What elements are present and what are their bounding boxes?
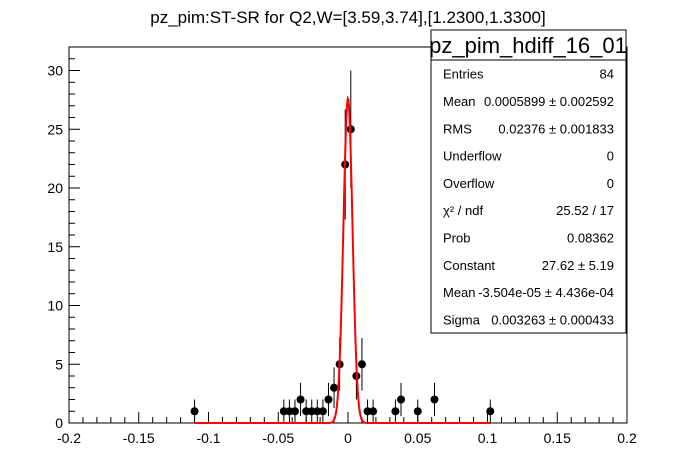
data-point — [324, 382, 333, 417]
stats-row-label: Underflow — [443, 149, 502, 164]
stats-row-value: 0.08362 — [567, 230, 614, 245]
data-point — [391, 399, 400, 423]
stats-row: RMS 0.02376 ± 0.001833 — [443, 121, 614, 136]
stats-row: Prob 0.08362 — [443, 230, 614, 245]
stats-row-label: RMS — [443, 121, 472, 136]
marker — [324, 395, 333, 404]
x-tick-label: 0 — [344, 430, 352, 446]
stats-row-value: 25.52 / 17 — [556, 203, 614, 218]
marker — [313, 407, 322, 416]
data-point — [430, 382, 439, 417]
x-tick-label: 0.2 — [617, 430, 637, 446]
stats-row-value: 27.62 ± 5.19 — [542, 258, 614, 273]
y-tick-label: 25 — [47, 121, 63, 137]
stats-row: Overflow 0 — [443, 176, 614, 191]
data-point — [357, 337, 366, 391]
data-point — [290, 399, 299, 423]
marker — [296, 395, 305, 404]
marker — [330, 383, 339, 392]
data-point — [285, 399, 294, 423]
stats-box-frame — [430, 29, 627, 334]
x-tick-label: -0.05 — [262, 430, 294, 446]
data-points — [190, 70, 495, 423]
chart-title: pz_pim:ST-SR for Q2,W=[3.59,3.74],[1.230… — [150, 8, 545, 27]
stats-row-value: 0 — [607, 176, 614, 191]
y-axis: 0 5 10 15 20 25 30 — [47, 46, 80, 431]
stats-row-label: Sigma — [443, 312, 481, 327]
data-point — [313, 399, 322, 423]
data-point — [318, 399, 327, 423]
data-point — [397, 382, 406, 417]
x-tick-label: 0.05 — [404, 430, 431, 446]
x-tick-label: -0.2 — [57, 430, 81, 446]
marker — [357, 360, 366, 369]
marker — [302, 407, 311, 416]
stats-box: pz_pim_hdiff_16_01 Entries 84 Mean 0.000589… — [429, 29, 627, 334]
marker — [363, 407, 372, 416]
data-point — [279, 399, 288, 423]
x-tick-label: -0.15 — [123, 430, 155, 446]
marker — [397, 395, 406, 404]
marker — [413, 407, 422, 416]
marker — [307, 407, 316, 416]
data-point — [302, 399, 311, 423]
stats-row-value: 0 — [607, 149, 614, 164]
marker — [369, 407, 378, 416]
marker — [486, 407, 495, 416]
data-point — [369, 399, 378, 423]
data-point — [307, 399, 316, 423]
data-point — [363, 399, 372, 423]
stats-row: Entries 84 — [443, 67, 614, 82]
stats-row-label: χ² / ndf — [443, 203, 483, 218]
data-point — [190, 399, 199, 423]
marker — [279, 407, 288, 416]
x-axis: -0.2 -0.15 -0.1 -0.05 0 0.05 0.1 0.15 0.2 — [57, 412, 637, 446]
y-tick-label: 5 — [55, 356, 63, 372]
y-tick-label: 30 — [47, 63, 63, 79]
data-point — [296, 382, 305, 417]
marker — [430, 395, 439, 404]
stats-row: Mean -3.504e-05 ± 4.436e-04 — [443, 285, 614, 300]
x-tick-label: 0.1 — [478, 430, 498, 446]
stats-row-value: 0.003263 ± 0.000433 — [491, 312, 614, 327]
stats-row-label: Constant — [443, 258, 495, 273]
marker — [290, 407, 299, 416]
y-tick-label: 15 — [47, 239, 63, 255]
gaussian-fit-curve — [194, 95, 491, 424]
data-point — [330, 367, 339, 409]
stats-row: Constant 27.62 ± 5.19 — [443, 258, 614, 273]
data-point — [486, 399, 495, 423]
marker — [318, 407, 327, 416]
stats-row: Sigma 0.003263 ± 0.000433 — [443, 312, 614, 327]
stats-row: χ² / ndf 25.52 / 17 — [443, 203, 614, 218]
marker — [190, 407, 199, 416]
stats-row-value: 0.0005899 ± 0.002592 — [484, 94, 614, 109]
y-tick-label: 10 — [47, 298, 63, 314]
stats-row-value: -3.504e-05 ± 4.436e-04 — [478, 285, 614, 300]
stats-row-value: 0.02376 ± 0.001833 — [498, 121, 614, 136]
stats-row-label: Entries — [443, 67, 484, 82]
stats-row-label: Overflow — [443, 176, 495, 191]
stats-row-label: Prob — [443, 230, 470, 245]
data-point — [413, 399, 422, 423]
y-tick-label: 0 — [55, 415, 63, 431]
marker — [391, 407, 400, 416]
stats-box-name: pz_pim_hdiff_16_01 — [429, 33, 627, 58]
stats-row-value: 84 — [600, 67, 614, 82]
stats-row: Underflow 0 — [443, 149, 614, 164]
x-tick-label: -0.1 — [196, 430, 220, 446]
stats-row-label: Mean — [443, 94, 476, 109]
stats-row: Mean 0.0005899 ± 0.002592 — [443, 94, 614, 109]
stats-row-label: Mean — [443, 285, 476, 300]
marker — [285, 407, 294, 416]
y-tick-label: 20 — [47, 180, 63, 196]
x-tick-label: 0.15 — [544, 430, 571, 446]
